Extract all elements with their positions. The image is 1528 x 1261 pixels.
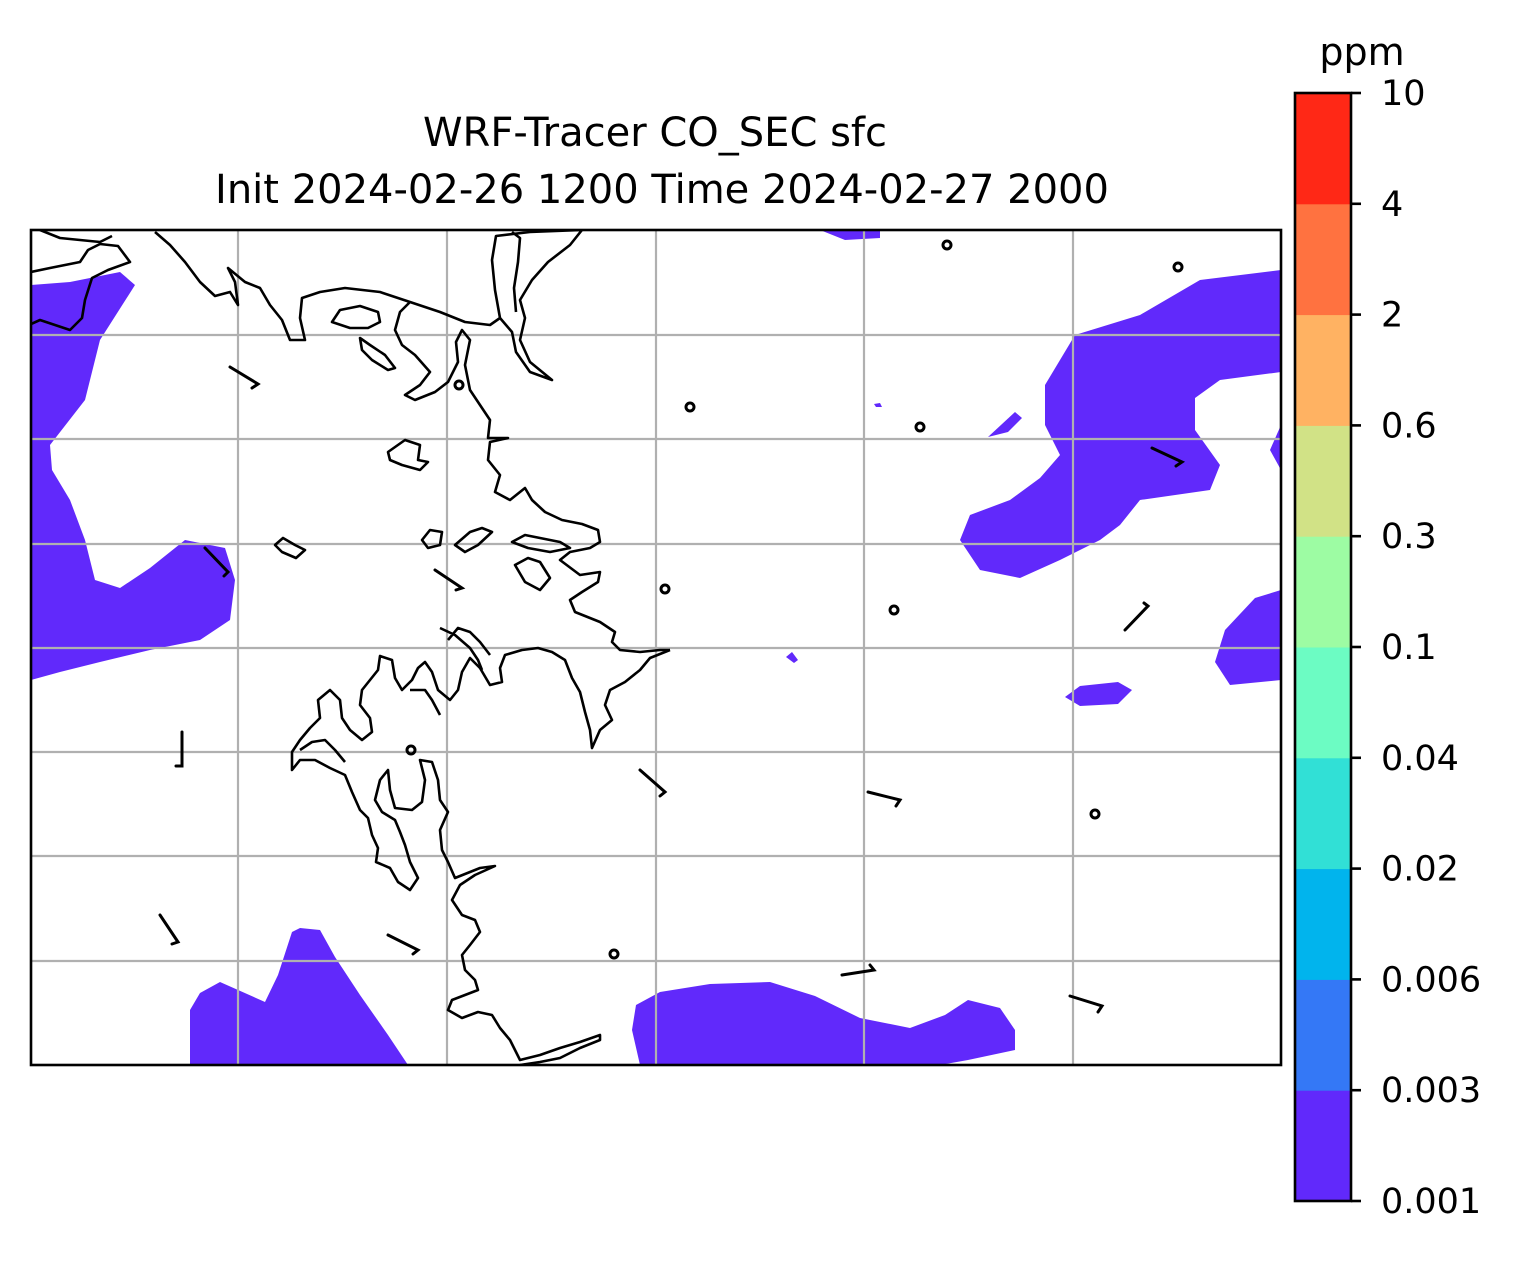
colorbar-swatch	[1295, 1090, 1351, 1202]
coastline-island-g	[513, 556, 552, 592]
contour-region-south	[632, 982, 1015, 1065]
calm-circle	[659, 583, 671, 595]
wind-barb-11	[840, 963, 877, 977]
coastline-inlets	[299, 626, 492, 763]
colorbar-swatch	[1295, 425, 1351, 537]
coastline-gulf	[386, 438, 430, 472]
colorbar-swatch	[1295, 868, 1351, 980]
contour-region-east-mid	[1065, 682, 1132, 706]
wind-barb-8	[1123, 601, 1151, 632]
contour-fill-regions	[31, 230, 1281, 1065]
wind-barb-12	[1068, 994, 1105, 1014]
wind-barb-1	[228, 365, 261, 390]
coastline-inner-east	[511, 230, 522, 313]
wind-barb-7	[1150, 446, 1186, 468]
wind-barb-5	[638, 768, 668, 798]
colorbar-tick-label: 2	[1381, 296, 1403, 336]
colorbar-tick-label: 0.3	[1381, 517, 1437, 557]
chart-subtitle: Init 2024-02-26 1200 Time 2024-02-27 200…	[215, 167, 1109, 213]
calm-circle	[941, 239, 953, 251]
colorbar-swatch	[1295, 93, 1351, 205]
wind-barb-4	[174, 730, 184, 768]
wind-barb-3	[433, 568, 466, 592]
contour-region-west	[31, 272, 235, 680]
colorbar-tick-label: 10	[1381, 74, 1426, 114]
calm-circle	[453, 379, 465, 391]
colorbar-swatch	[1295, 979, 1351, 1091]
chart-title: WRF-Tracer CO_SEC sfc	[423, 110, 887, 156]
contour-region-east-edge	[1270, 425, 1281, 470]
colorbar-swatch	[1295, 536, 1351, 648]
calm-circle	[914, 421, 926, 433]
colorbar-tick-label: 0.6	[1381, 406, 1437, 446]
calm-circle	[405, 744, 417, 756]
calm-wind-markers	[405, 239, 1184, 960]
colorbar-tick-label: 0.04	[1381, 739, 1459, 779]
gridlines	[31, 230, 1281, 1065]
colorbar-tick-label: 4	[1381, 185, 1403, 225]
coastline-island-a	[330, 304, 382, 330]
colorbar: ppm 0.001 0.003 0.006 0.02 0.04 0.1 0.3 0.6 2 4 10	[1293, 30, 1481, 1222]
colorbar-unit: ppm	[1319, 30, 1404, 74]
colorbar-tick-label: 0.02	[1381, 850, 1459, 890]
wind-barb-9	[158, 913, 181, 946]
coastline-island-f	[510, 533, 572, 554]
colorbar-ticks: 0.001 0.003 0.006 0.02 0.04 0.1 0.3 0.6 2 4 10	[1351, 74, 1481, 1222]
colorbar-swatches	[1295, 93, 1351, 1202]
colorbar-frame	[1293, 91, 1353, 1203]
wind-barb-2	[203, 546, 231, 578]
contour-region-southeast	[1215, 590, 1281, 685]
colorbar-swatch	[1295, 314, 1351, 426]
colorbar-tick-label: 0.003	[1381, 1071, 1481, 1111]
colorbar-swatch	[1295, 647, 1351, 759]
colorbar-swatch	[1295, 757, 1351, 870]
colorbar-tick-label: 0.001	[1381, 1182, 1481, 1222]
coastline-island-d	[420, 528, 444, 550]
calm-circle	[888, 604, 900, 616]
map-area	[31, 230, 1281, 1065]
wind-barb-10	[386, 933, 421, 956]
contour-region-speck-b	[874, 403, 882, 407]
coastlines	[31, 230, 671, 1065]
contour-region-southwest	[190, 928, 408, 1065]
map-frame	[29, 228, 1283, 1067]
contour-region-east-small	[988, 412, 1022, 437]
calm-circle	[1089, 808, 1101, 820]
coastline-north	[39, 230, 584, 382]
calm-circle	[684, 401, 696, 413]
contour-region-east	[960, 270, 1281, 578]
wind-barbs	[158, 365, 1186, 1014]
coastline-island-e	[453, 526, 494, 554]
calm-circle	[608, 948, 620, 960]
colorbar-tick-label: 0.1	[1381, 628, 1437, 668]
colorbar-swatch	[1295, 203, 1351, 316]
coastline-peninsula	[393, 301, 670, 654]
wind-barb-6	[866, 790, 903, 808]
calm-circle	[1172, 261, 1184, 273]
contour-region-speck-a	[786, 652, 798, 663]
colorbar-tick-label: 0.006	[1381, 960, 1481, 1000]
coastline-island-b	[358, 336, 397, 372]
coastline-main	[31, 242, 132, 332]
coastline-island-c	[273, 536, 307, 560]
coastline-coast-south	[290, 646, 671, 1065]
